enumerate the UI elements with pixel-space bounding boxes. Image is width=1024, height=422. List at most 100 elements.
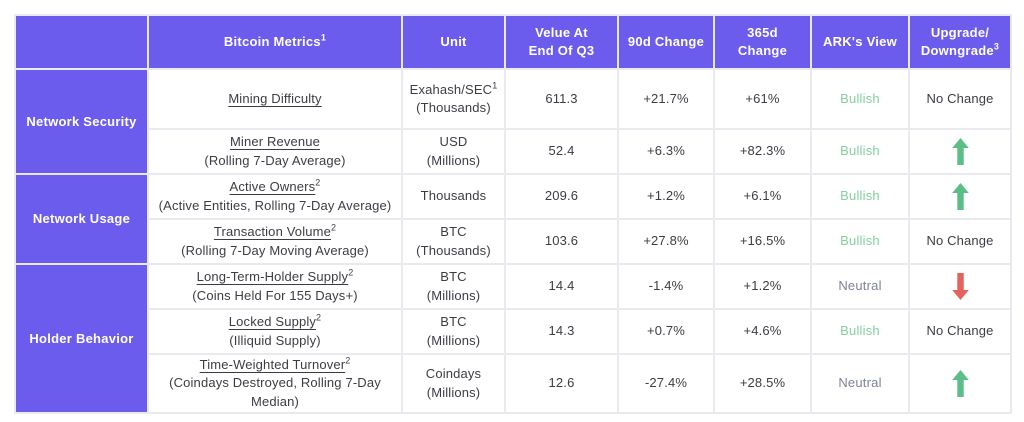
col-header-90d-change: 90d Change (617, 14, 715, 70)
table-row: Network Security Mining Difficulty Exaha… (14, 68, 1012, 175)
view-label: Bullish (840, 233, 880, 249)
change-90d-cell: +1.2% (617, 173, 715, 220)
unit-note: (Millions) (426, 384, 481, 400)
view-label: Bullish (840, 90, 880, 106)
change-90d-cell: +0.7% (617, 308, 715, 355)
unit-note: (Thousands) (416, 242, 491, 258)
footnote-sup: 1 (492, 80, 498, 91)
table-row: Time-Weighted Turnover2 (Coindays Destro… (15, 352, 1012, 415)
unit-cell: BTC (Thousands) (401, 218, 506, 265)
group-cell-network-security: Network Security (14, 68, 149, 175)
col-header-arks-view: ARK's View (810, 14, 910, 70)
metric-note: (Rolling 7-Day Moving Average) (181, 242, 369, 258)
table-row: Transaction Volume2 (Rolling 7-Day Movin… (15, 218, 1012, 265)
upgrade-cell: No Change (908, 218, 1012, 265)
value-cell: 52.4 (504, 128, 619, 175)
unit-cell: Exahash/SEC1 (Thousands) (401, 68, 506, 130)
upgrade-cell: No Change (908, 68, 1012, 130)
bitcoin-metrics-table: Bitcoin Metrics1 Unit Velue At End Of Q3 … (14, 14, 1012, 415)
metric-note: (Rolling 7-Day Average) (204, 152, 346, 168)
footnote-sup: 2 (316, 312, 322, 323)
footnote-sup: 3 (993, 41, 1000, 52)
up-arrow-icon (951, 370, 969, 398)
group-cell-network-usage: Network Usage (14, 173, 149, 265)
change-90d-cell: +21.7% (617, 68, 715, 130)
change-365d-cell: +1.2% (713, 263, 812, 310)
ark-view-cell: Bullish (810, 128, 910, 175)
value-cell: 209.6 (504, 173, 619, 220)
table-row: Miner Revenue (Rolling 7-Day Average) US… (15, 128, 1012, 175)
metric-cell: Mining Difficulty (147, 68, 403, 130)
metric-link[interactable]: Long-Term-Holder Supply (196, 269, 349, 285)
change-365d-cell: +6.1% (713, 173, 812, 220)
upgrade-cell (908, 263, 1012, 310)
metric-link[interactable]: Transaction Volume (213, 224, 331, 240)
ark-view-cell: Bullish (810, 68, 910, 130)
value-cell: 103.6 (504, 218, 619, 265)
col-header-unit: Unit (401, 14, 506, 70)
metric-note: (Illiquid Supply) (229, 332, 321, 348)
col-header-value-end-q3: Velue At End Of Q3 (504, 14, 619, 70)
change-90d-cell: +27.8% (617, 218, 715, 265)
view-label: Neutral (838, 278, 882, 294)
view-label: Bullish (840, 188, 880, 204)
ark-view-cell: Neutral (810, 352, 910, 415)
metric-note: (Coins Held For 155 Days+) (192, 287, 358, 303)
table-row: Network Usage Active Owners2 (Active Ent… (14, 173, 1012, 265)
down-arrow-icon (951, 273, 969, 300)
value-cell: 611.3 (504, 68, 619, 130)
table-row: Locked Supply2 (Illiquid Supply) BTC (Mi… (15, 308, 1012, 355)
up-arrow-icon (951, 138, 969, 165)
metric-link[interactable]: Locked Supply (228, 314, 317, 330)
value-cell: 12.6 (504, 352, 619, 415)
unit-note: (Thousands) (416, 100, 491, 115)
ark-view-cell: Bullish (810, 308, 910, 355)
ark-view-cell: Bullish (810, 173, 910, 220)
col-header-bitcoin-metrics: Bitcoin Metrics1 (147, 14, 403, 70)
upgrade-cell (908, 173, 1012, 220)
change-90d-cell: -27.4% (617, 352, 715, 415)
unit-cell: BTC (Millions) (401, 263, 506, 310)
change-90d-cell: +6.3% (617, 128, 715, 175)
metric-cell: Transaction Volume2 (Rolling 7-Day Movin… (147, 218, 403, 265)
metric-link[interactable]: Miner Revenue (229, 134, 321, 150)
unit-cell: USD (Millions) (401, 128, 506, 175)
ark-view-cell: Bullish (810, 218, 910, 265)
change-365d-cell: +82.3% (713, 128, 812, 175)
unit-cell: Coindays (Millions) (401, 352, 506, 415)
metric-cell: Long-Term-Holder Supply2 (Coins Held For… (147, 263, 403, 310)
unit-note: (Millions) (426, 152, 481, 168)
header-row: Bitcoin Metrics1 Unit Velue At End Of Q3 … (14, 14, 1012, 70)
change-365d-cell: +16.5% (713, 218, 812, 265)
metric-cell: Miner Revenue (Rolling 7-Day Average) (147, 128, 403, 175)
upgrade-label: No Change (926, 233, 994, 249)
upgrade-label: No Change (926, 323, 994, 339)
change-365d-cell: +28.5% (713, 352, 812, 415)
change-90d-cell: -1.4% (617, 263, 715, 310)
upgrade-cell (908, 128, 1012, 175)
change-365d-cell: +61% (713, 68, 812, 130)
upgrade-label: No Change (926, 90, 994, 106)
unit-note: (Millions) (426, 332, 481, 348)
ark-view-cell: Neutral (810, 263, 910, 310)
view-label: Bullish (840, 143, 880, 159)
unit-cell: Thousands (401, 173, 506, 220)
view-label: Neutral (838, 375, 882, 391)
col-header-upgrade-downgrade: Upgrade/Downgrade3 (908, 14, 1012, 70)
up-arrow-icon (951, 183, 969, 210)
metric-link[interactable]: Time-Weighted Turnover (199, 357, 346, 372)
metric-note: (Coindays Destroyed, Rolling 7-Day Media… (169, 375, 381, 409)
footnote-sup: 1 (320, 32, 327, 43)
metric-cell: Locked Supply2 (Illiquid Supply) (147, 308, 403, 355)
upgrade-cell: No Change (908, 308, 1012, 355)
footnote-sup: 2 (348, 267, 354, 278)
unit-cell: BTC (Millions) (401, 308, 506, 355)
upgrade-cell (908, 352, 1012, 415)
change-365d-cell: +4.6% (713, 308, 812, 355)
table-row: Holder Behavior Long-Term-Holder Supply2… (14, 262, 1012, 415)
metric-link[interactable]: Active Owners (229, 179, 316, 195)
value-cell: 14.4 (504, 263, 619, 310)
metric-link[interactable]: Mining Difficulty (228, 90, 322, 106)
footnote-sup: 2 (330, 222, 337, 233)
